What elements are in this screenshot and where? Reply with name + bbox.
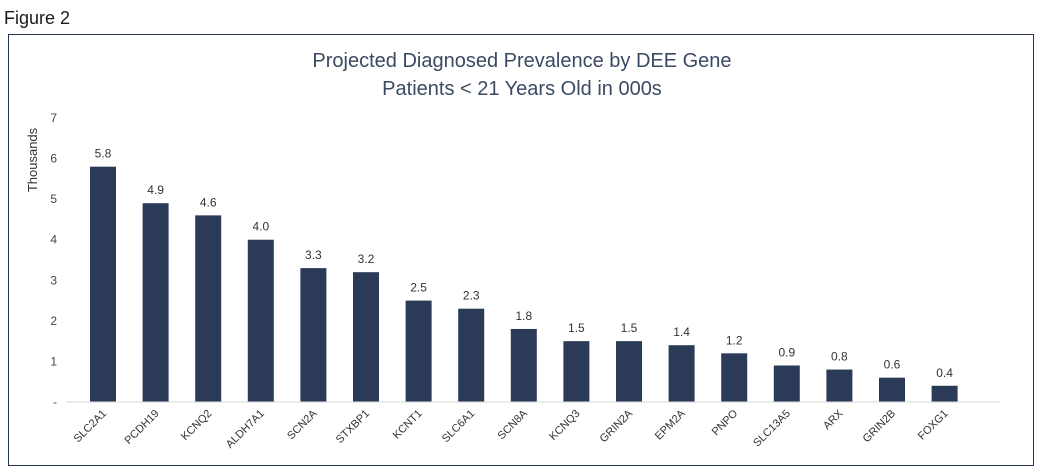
chart-title-line-1: Projected Diagnosed Prevalence by DEE Ge… — [312, 50, 731, 72]
data-label: 2.5 — [410, 281, 427, 295]
data-label: 0.6 — [884, 358, 901, 372]
data-label: 5.8 — [95, 147, 112, 161]
y-tick-label: 3 — [50, 273, 57, 287]
bar-slc2a1 — [90, 166, 116, 402]
y-tick-label: 5 — [50, 192, 57, 206]
bar-kcnq2 — [195, 215, 222, 402]
bar-kcnt1 — [405, 300, 432, 402]
x-tick-label: FOXG1 — [916, 408, 951, 443]
x-tick-label: GRIN2B — [861, 408, 898, 445]
data-label: 1.8 — [515, 309, 532, 323]
bar-grin2a — [616, 341, 642, 402]
y-tick-label: 2 — [50, 314, 57, 328]
data-label: 1.2 — [726, 333, 743, 347]
bar-stxbp1 — [353, 272, 379, 402]
x-tick-label: SLC2A1 — [72, 408, 109, 445]
data-label: 2.3 — [463, 289, 480, 303]
data-label: 3.3 — [305, 248, 322, 262]
x-tick-label: ALDH7A1 — [224, 408, 267, 451]
x-tick-label: KCNT1 — [391, 408, 425, 442]
bar-kcnq3 — [563, 341, 590, 402]
x-tick-label: STXBP1 — [334, 408, 372, 446]
bar-scn8a — [510, 328, 537, 402]
x-tick-label: GRIN2A — [598, 407, 636, 445]
bar-pnpo — [721, 353, 748, 402]
bar-slc6a1 — [458, 308, 485, 402]
bar-epm2a — [668, 345, 695, 402]
data-label: 1.4 — [673, 325, 690, 339]
y-tick-label: 7 — [50, 111, 57, 125]
x-tick-label: KCNQ2 — [179, 408, 214, 443]
bar-grin2b — [879, 377, 905, 402]
x-tick-label: KCNQ3 — [547, 408, 582, 443]
x-tick-label: SLC6A1 — [440, 408, 477, 445]
x-tick-label: SCN8A — [495, 407, 530, 442]
x-tick-label: SLC13A5 — [751, 408, 793, 450]
bar-aldh7a1 — [247, 239, 274, 402]
x-tick-label: PNPO — [710, 407, 741, 438]
figure-label: Figure 2 — [4, 8, 71, 28]
bar-foxg1 — [931, 385, 958, 402]
bar-slc13a5 — [773, 365, 800, 402]
data-label: 4.6 — [200, 195, 217, 209]
y-tick-label: 1 — [50, 354, 57, 368]
data-label: 0.4 — [936, 366, 953, 380]
bar-scn2a — [300, 268, 327, 402]
data-label: 0.8 — [831, 350, 848, 364]
x-tick-label: EPM2A — [653, 407, 688, 442]
data-label: 1.5 — [621, 321, 638, 335]
y-axis-label: Thousands — [25, 127, 40, 192]
bar-pcdh19 — [142, 203, 169, 402]
chart-frame — [8, 34, 1034, 466]
x-tick-label: PCDH19 — [123, 408, 162, 447]
data-label: 3.2 — [358, 252, 375, 266]
chart-title-line-2: Patients < 21 Years Old in 000s — [382, 78, 662, 100]
data-label: 0.9 — [778, 345, 795, 359]
y-tick-label: 4 — [50, 233, 57, 247]
data-label: 1.5 — [568, 321, 585, 335]
data-label: 4.0 — [252, 220, 269, 234]
bar-arx — [826, 369, 853, 402]
y-tick-label: - — [53, 395, 57, 409]
y-tick-label: 6 — [50, 152, 57, 166]
x-tick-label: SCN2A — [285, 407, 320, 442]
x-tick-label: ARX — [821, 407, 846, 432]
data-label: 4.9 — [147, 183, 164, 197]
